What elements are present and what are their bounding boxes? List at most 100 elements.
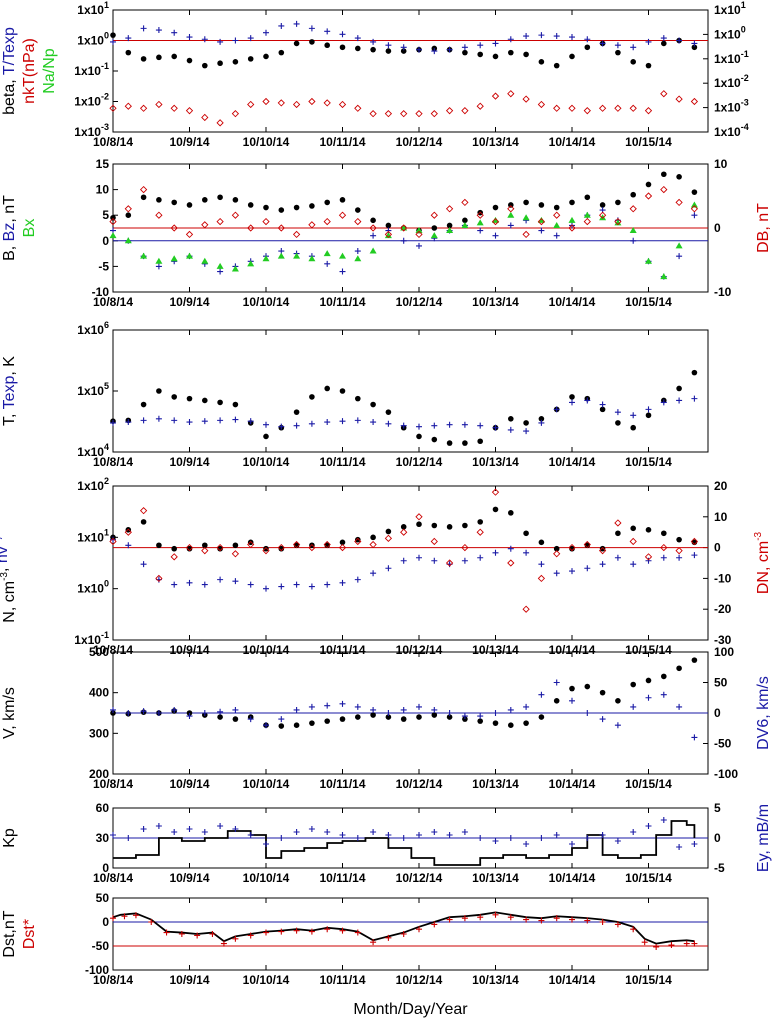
data-point-red: [170, 224, 178, 232]
data-point-red: [170, 553, 178, 561]
data-point-blue: [155, 27, 162, 34]
data-point-blue: [691, 552, 698, 559]
x-tick-label: 10/8/14: [93, 455, 133, 469]
y-tick-label: -5: [98, 259, 109, 273]
data-point-red: [194, 932, 201, 939]
data-point-black: [156, 388, 162, 394]
data-point-blue: [217, 576, 224, 583]
data-point-blue: [507, 545, 514, 552]
data-point-green: [430, 232, 438, 239]
data-point-blue: [477, 42, 484, 49]
data-point-blue: [247, 581, 254, 588]
data-point-green: [675, 242, 683, 249]
data-point-black: [263, 545, 269, 552]
data-point-blue: [217, 708, 224, 715]
data-point-black: [186, 545, 193, 552]
data-point-black: [477, 438, 484, 445]
data-point-blue: [569, 697, 575, 704]
data-point-red: [523, 916, 530, 923]
x-tick-label: 10/11/14: [319, 455, 365, 469]
data-point-blue: [324, 28, 331, 35]
x-tick-label: 10/12/14: [396, 643, 443, 657]
data-point-red: [507, 559, 515, 567]
data-point-black: [462, 49, 468, 56]
data-point-red: [583, 540, 591, 549]
data-point-blue: [477, 422, 484, 429]
data-point-blue: [247, 716, 254, 723]
data-point-blue: [400, 422, 407, 429]
x-tick-label: 10/11/14: [319, 643, 365, 657]
data-point-blue: [691, 734, 698, 741]
data-point-black: [416, 521, 422, 528]
data-point-green: [277, 252, 285, 259]
data-point-red: [384, 230, 393, 239]
y-axis-label: Dst,nT: [1, 910, 18, 957]
data-point-red: [231, 110, 240, 118]
data-point-blue: [599, 40, 606, 47]
y-tick-label: 1x102: [77, 476, 109, 493]
panel-frame: [112, 897, 709, 971]
data-point-red: [537, 217, 546, 226]
data-point-black: [232, 59, 239, 65]
data-point-black: [523, 199, 529, 206]
data-point-black: [355, 536, 361, 543]
data-point-blue: [538, 835, 545, 841]
data-point-green: [660, 273, 668, 280]
x-tick-label: 10/13/14: [472, 973, 519, 987]
data-point-black: [232, 542, 239, 549]
data-point-black: [661, 673, 667, 680]
data-point-red: [247, 224, 255, 232]
data-point-black: [615, 698, 621, 704]
data-point-blue: [293, 581, 300, 588]
data-point-blue: [324, 829, 331, 835]
data-point-blue: [125, 35, 132, 42]
data-point-black: [691, 189, 698, 195]
data-point-blue: [186, 826, 193, 832]
data-point-black: [293, 40, 300, 47]
y-tick-label: 1x10-2: [74, 92, 109, 109]
data-point-blue: [660, 817, 667, 823]
data-point-blue: [523, 841, 530, 847]
right-y-tick-label: -20: [714, 602, 732, 616]
data-point-black: [676, 174, 682, 180]
data-point-black: [645, 412, 652, 419]
data-point-black: [630, 59, 636, 65]
data-point-blue: [446, 832, 453, 838]
data-point-black: [691, 539, 698, 546]
data-point-blue: [201, 829, 208, 835]
data-point-blue: [431, 829, 438, 835]
data-point-red: [308, 221, 316, 229]
x-axis-label: Month/Day/Year: [353, 1001, 468, 1018]
data-point-blue: [492, 232, 499, 239]
data-point-blue: [584, 36, 591, 43]
x-tick-label: 10/10/14: [243, 295, 290, 309]
data-point-blue: [354, 576, 361, 583]
data-point-blue: [492, 40, 499, 47]
data-point-blue: [599, 561, 606, 568]
data-point-red: [292, 100, 301, 109]
data-point-blue: [538, 691, 545, 698]
y-axis-label: B, Bz, nT: [1, 195, 18, 261]
data-point-blue: [492, 424, 499, 431]
data-point-blue: [477, 227, 484, 234]
data-point-black: [339, 539, 346, 546]
data-point-blue: [645, 406, 652, 413]
data-point-red: [139, 507, 148, 515]
data-point-blue: [278, 22, 285, 29]
data-point-red: [584, 917, 591, 924]
data-point-blue: [645, 823, 652, 829]
data-point-blue: [599, 401, 606, 408]
data-point-red: [537, 574, 546, 583]
data-point-black: [156, 542, 162, 549]
data-point-red: [354, 104, 362, 112]
y-axis-label-2: Dst*: [21, 919, 38, 949]
data-point-black: [278, 545, 285, 552]
data-point-black: [462, 716, 468, 722]
data-point-blue: [155, 263, 162, 270]
right-y-tick-label: 0: [714, 831, 721, 845]
right-y-tick-label: 1x10-1: [714, 49, 749, 66]
data-point-black: [676, 665, 682, 672]
data-point-green: [323, 250, 331, 257]
data-point-blue: [416, 46, 422, 53]
y-tick-label: 1x10-1: [74, 61, 109, 78]
